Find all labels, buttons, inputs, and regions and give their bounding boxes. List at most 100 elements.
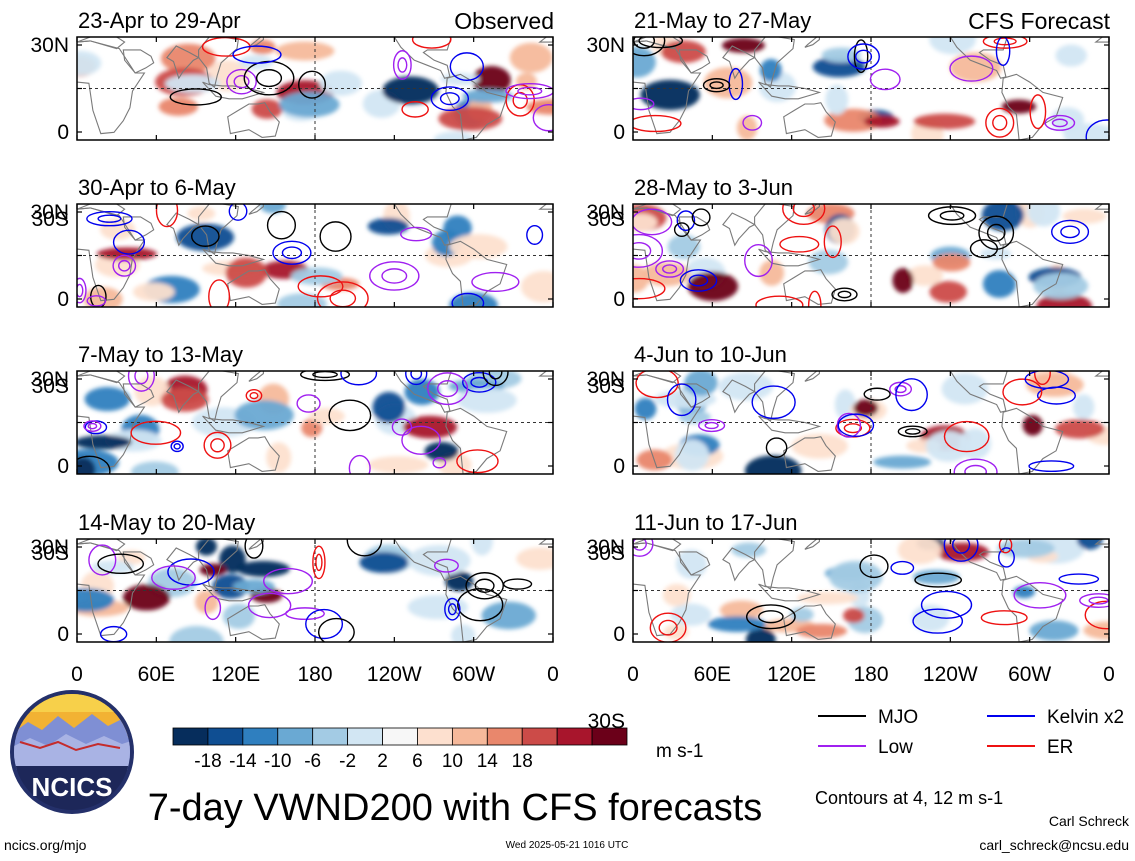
anomaly-cell [275,41,335,61]
kelvin-contour [305,608,344,640]
er-contour [512,91,528,109]
coastline [722,45,756,80]
er-contour [755,295,804,307]
low-contour [226,68,257,95]
anomaly-cell [791,433,848,459]
mjo-contour [837,290,852,299]
mjo-contour [317,617,355,642]
coastline [783,436,836,472]
anomaly-cell [1076,539,1103,550]
colorbar-tick-label: 2 [377,751,388,772]
low-contour [744,244,773,278]
coastline [1094,204,1109,210]
mjo-contour [633,37,656,49]
y-tick-label: 30S [32,542,69,565]
low-contour [381,268,408,284]
kelvin-contour [952,539,971,554]
mjo-contour [709,81,724,90]
anomaly-cell [382,76,439,105]
anomaly-cell [520,271,553,303]
anomaly-shading [633,37,1109,140]
kelvin-contour [1024,371,1070,390]
anomaly-cell [745,627,776,642]
low-contour [296,394,321,413]
anomaly-cell [821,47,861,63]
axis-ticks [632,371,1110,474]
y-tick-label: 30N [30,368,69,391]
er-contour [155,204,179,228]
coastline [538,37,553,43]
mjo-contour [244,539,264,559]
anomaly-cell [1022,414,1043,436]
anomaly-cell [828,218,860,245]
coastline [248,539,264,550]
anomaly-cell [407,595,469,620]
panel-date-range: 28-May to 3-Jun [634,175,793,200]
coastline [202,415,266,434]
footer-timestamp: Wed 2025-05-21 1016 UTC [506,840,629,851]
mjo-contour [474,578,495,593]
low-contour [86,295,107,307]
anomaly-cell [1062,208,1107,224]
legend-label: Low [878,737,913,758]
er-contour [316,281,369,307]
anomaly-cell [481,601,536,630]
kelvin-contour [679,269,718,292]
kelvin-contour [444,597,461,621]
coastline [678,49,711,74]
low-contour [247,592,292,619]
coastline [445,407,508,474]
anomaly-cell [675,439,710,471]
anomaly-cell [424,442,459,461]
er-contour [1002,378,1043,406]
coastline [722,547,756,582]
kelvin-contour [340,371,378,386]
anomaly-cell [721,38,766,53]
coastlines [633,539,1109,642]
anomaly-cell [238,55,274,70]
map-panel [76,538,554,643]
legend-label: MJO [878,707,918,728]
anomaly-cell [913,113,976,130]
anomaly-cell [949,52,1002,83]
low-contour [949,55,994,82]
coastline [804,371,820,382]
anomaly-cell [84,387,131,412]
coastline [1094,539,1109,545]
coastline [198,539,239,591]
anomaly-cell [1083,621,1109,640]
anomaly-cell [509,42,553,73]
panel-date-range: 11-Jun to 17-Jun [634,510,797,535]
mjo-contour [77,455,111,474]
er-contour [249,391,259,400]
low-contour [1088,596,1109,605]
coastline [166,212,200,247]
low-contour [869,68,901,91]
mjo-contour [488,371,503,380]
kelvin-contour [86,210,133,227]
low-contour [655,260,685,278]
anomaly-cell [796,591,859,605]
anomaly-cell [1027,204,1061,227]
mjo-contour [863,387,891,401]
colorbar-tick-label: 10 [442,751,463,772]
coastline [445,575,508,642]
coastline [393,371,452,413]
coastline [1094,37,1109,43]
anomaly-cell [744,455,802,474]
y-tick-label: 30N [586,34,625,57]
anomaly-cell [367,218,409,235]
coastline [758,81,822,100]
coastline [633,539,682,552]
low-contour [397,57,408,73]
er-contour [312,545,326,580]
low-contour [391,418,413,436]
coastline [227,604,280,640]
footer-email: carl_schreck@ncsu.edu [979,837,1129,853]
kelvin-contour [232,45,282,64]
er-contour [943,420,990,453]
coastline [227,102,280,138]
axis-ticks [76,204,554,307]
x-tick-label: 120W [923,663,978,686]
panel-date-range: 23-Apr to 29-Apr [78,8,241,33]
